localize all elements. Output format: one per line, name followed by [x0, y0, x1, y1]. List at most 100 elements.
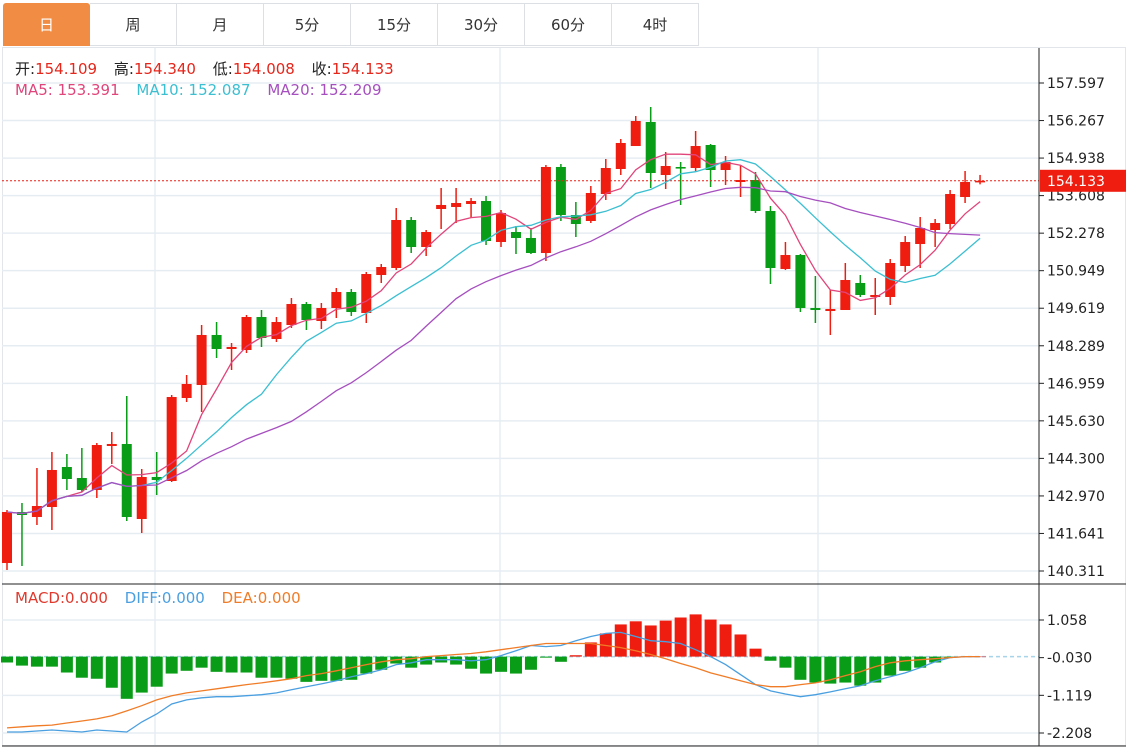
candle[interactable] [136, 469, 147, 534]
candle[interactable] [301, 301, 312, 330]
macd-histogram-bar [1, 656, 13, 663]
macd-histogram-bar [90, 656, 103, 679]
candle[interactable] [481, 196, 492, 245]
macd-histogram-bar [180, 656, 193, 671]
candle[interactable] [496, 210, 507, 247]
candle[interactable] [870, 277, 881, 316]
candle[interactable] [2, 509, 12, 570]
candle[interactable] [810, 275, 821, 323]
candle[interactable] [915, 217, 926, 268]
candle[interactable] [421, 229, 432, 256]
ma5-label: MA5: [15, 81, 53, 99]
candle[interactable] [555, 163, 566, 221]
macd-histogram-bar [300, 656, 313, 682]
candle[interactable] [436, 187, 447, 230]
candle-body [106, 443, 117, 446]
candle-body [870, 294, 881, 297]
candle-body [675, 166, 686, 169]
candle[interactable] [630, 116, 641, 147]
tab-30min[interactable]: 30分 [438, 3, 525, 46]
tab-day[interactable]: 日 [3, 3, 90, 46]
candle[interactable] [855, 274, 866, 297]
candle[interactable] [945, 189, 956, 230]
axes: 157.597 156.267 154.938 153.608 152.278 150.9… [2, 48, 1126, 747]
price-tick-label: 145.630 [1047, 414, 1105, 430]
candle[interactable] [705, 144, 716, 188]
candle[interactable] [840, 263, 851, 311]
candle[interactable] [181, 374, 192, 403]
candle-body [166, 397, 177, 481]
candle[interactable] [510, 225, 521, 254]
candle[interactable] [316, 303, 327, 330]
candle[interactable] [885, 258, 896, 306]
candle-body [585, 192, 596, 221]
candle[interactable] [106, 431, 117, 465]
tab-month[interactable]: 月 [177, 3, 264, 46]
candle-body [436, 204, 447, 209]
candle[interactable] [406, 217, 417, 254]
candle-body [496, 213, 507, 242]
candle[interactable] [540, 165, 551, 261]
tab-60min[interactable]: 60分 [525, 3, 612, 46]
candle[interactable] [975, 174, 986, 185]
candle[interactable] [391, 208, 402, 271]
candle[interactable] [121, 395, 132, 522]
candle[interactable] [735, 165, 746, 197]
candles [2, 106, 1039, 570]
candle-body [481, 201, 492, 242]
price-tick-label: 141.641 [1047, 526, 1105, 542]
candle[interactable] [361, 272, 372, 323]
candle[interactable] [451, 187, 462, 223]
candle[interactable] [960, 170, 971, 204]
candle[interactable] [675, 161, 686, 205]
candle[interactable] [91, 443, 102, 498]
diff-value: 0.000 [161, 589, 205, 607]
candle-body [46, 469, 57, 508]
candle[interactable] [900, 236, 911, 273]
candle[interactable] [690, 130, 701, 171]
close-value: 154.133 [331, 60, 394, 78]
candle[interactable] [376, 263, 387, 283]
candle-body [286, 303, 297, 325]
tab-4hour[interactable]: 4时 [612, 3, 699, 46]
candle[interactable] [226, 343, 237, 370]
macd-histogram-bar [569, 655, 582, 657]
candle-body [555, 166, 566, 216]
candle[interactable] [585, 185, 596, 223]
candle[interactable] [466, 198, 477, 219]
macd-histogram-bar [495, 656, 508, 672]
candle[interactable] [795, 253, 806, 313]
candle[interactable] [765, 206, 776, 285]
candle[interactable] [525, 227, 536, 254]
grid [2, 48, 1039, 746]
macd-histogram-bar [869, 656, 882, 683]
candle[interactable] [46, 452, 57, 531]
ma20-label: MA20: [267, 81, 315, 99]
macd-histogram-bar [225, 656, 238, 673]
candle[interactable] [196, 324, 207, 413]
candle[interactable] [211, 322, 222, 358]
candle[interactable] [825, 289, 836, 335]
candle[interactable] [750, 172, 761, 214]
candle[interactable] [331, 288, 342, 318]
candle[interactable] [286, 298, 297, 328]
candle-body [391, 220, 402, 268]
candle[interactable] [645, 106, 656, 188]
candle[interactable] [151, 452, 162, 496]
candle[interactable] [166, 395, 177, 482]
tab-week[interactable]: 周 [90, 3, 177, 46]
candle[interactable] [346, 289, 357, 316]
price-tick-label: 146.959 [1047, 376, 1105, 392]
macd-histogram-bar [539, 656, 552, 658]
tab-15min[interactable]: 15分 [351, 3, 438, 46]
tab-5min[interactable]: 5分 [264, 3, 351, 46]
candle[interactable] [780, 241, 791, 271]
candle[interactable] [76, 447, 87, 493]
candle[interactable] [615, 139, 626, 176]
candle[interactable] [61, 454, 72, 491]
candle[interactable] [256, 310, 267, 347]
candle[interactable] [271, 317, 282, 342]
candle-body [525, 237, 536, 254]
candle-body [720, 161, 731, 171]
